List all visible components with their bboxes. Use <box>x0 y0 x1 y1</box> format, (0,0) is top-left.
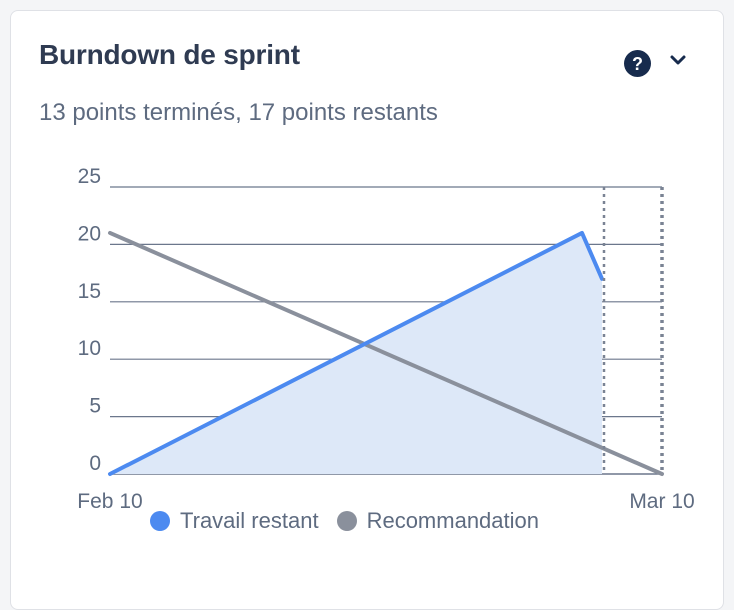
chart-legend: Travail restant Recommandation <box>150 508 557 534</box>
sprint-burndown-card: Burndown de sprint 13 points terminés, 1… <box>10 10 724 610</box>
y-tick-label: 10 <box>78 337 101 360</box>
card-subtitle: 13 points terminés, 17 points restants <box>39 99 438 126</box>
help-glyph: ? <box>632 53 643 74</box>
y-tick-label: 15 <box>78 280 101 303</box>
burndown-chart: 0 5 10 15 20 25 Feb 10 Mar 10 <box>77 165 694 513</box>
legend-label-guideline: Recommandation <box>366 508 540 533</box>
remaining-area <box>110 232 602 474</box>
y-tick-label: 25 <box>78 165 101 188</box>
legend-dot-remaining <box>150 511 170 531</box>
chevron-down-icon[interactable] <box>665 47 691 73</box>
x-tick-label: Mar 10 <box>629 490 694 513</box>
chevron-down-glyph <box>670 55 686 65</box>
guideline-series-line <box>108 230 664 476</box>
legend-label-remaining: Travail restant <box>180 508 319 533</box>
legend-dot-guideline <box>336 511 357 531</box>
y-tick-label: 0 <box>89 452 101 475</box>
legend-item-remaining[interactable]: Travail restant <box>150 508 319 534</box>
card-title: Burndown de sprint <box>39 39 300 70</box>
help-circle-icon[interactable]: ? <box>624 50 651 77</box>
legend-item-guideline[interactable]: Recommandation <box>336 508 540 534</box>
remaining-series-line <box>108 230 604 476</box>
x-tick-label: Feb 10 <box>77 490 142 513</box>
y-tick-label: 5 <box>89 395 101 418</box>
y-tick-label: 20 <box>78 222 101 245</box>
